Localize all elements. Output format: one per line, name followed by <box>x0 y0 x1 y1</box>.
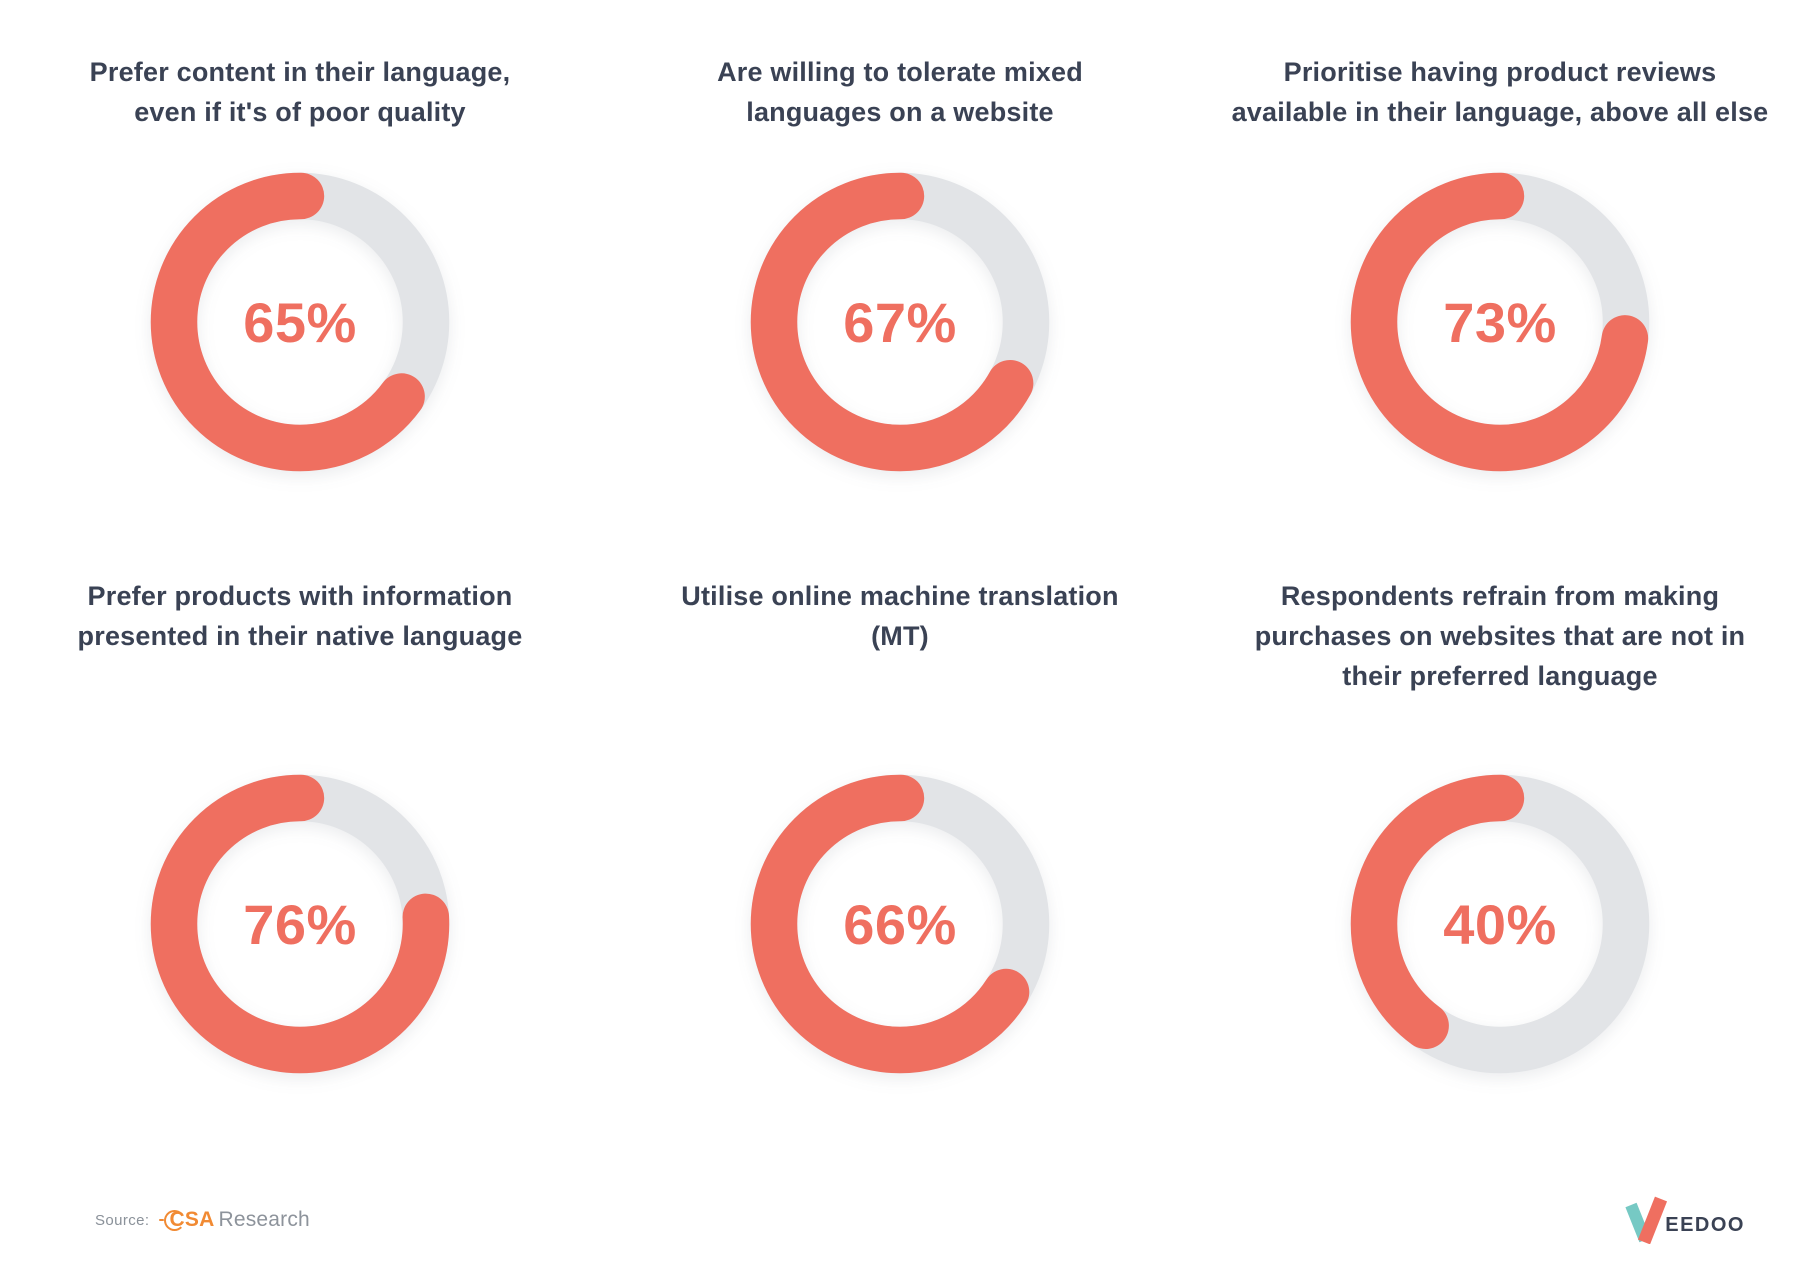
stat-card-2: Are willing to tolerate mixed languages … <box>600 52 1200 472</box>
veedoo-logo: EEDOO <box>1620 1196 1745 1244</box>
donut-rings <box>150 774 450 1074</box>
donut-percentage: 76% <box>243 892 357 956</box>
stat-title: Utilise online machine translation (MT) <box>681 581 1119 651</box>
stat-title: Are willing to tolerate mixed languages … <box>717 57 1083 127</box>
donut-rings <box>150 172 450 472</box>
donut-progress-arc <box>1350 774 1650 1074</box>
donut-rings <box>750 774 1050 1074</box>
donut-rings <box>750 172 1050 472</box>
csa-arc-icon <box>158 1209 185 1231</box>
donut-chart: 76% <box>150 774 450 1074</box>
donut-percentage: 65% <box>243 290 357 354</box>
stat-card-5: Utilise online machine translation (MT) … <box>600 576 1200 1074</box>
donut-progress-arc <box>1350 172 1650 472</box>
stat-card-4: Prefer products with information present… <box>0 576 600 1074</box>
research-logo-text: Research <box>218 1208 310 1231</box>
source-label: Source: <box>95 1211 150 1229</box>
source-attribution: Source: CSA Research <box>95 1208 310 1232</box>
stat-title: Prefer content in their language, even i… <box>89 57 511 127</box>
donut-progress-arc <box>750 172 1050 472</box>
stat-card-1: Prefer content in their language, even i… <box>0 52 600 472</box>
donut-rings <box>1350 774 1650 1074</box>
veedoo-wordmark: EEDOO <box>1665 1213 1745 1236</box>
donut-progress-arc <box>750 774 1050 1074</box>
veedoo-v-icon <box>1625 1196 1668 1244</box>
donut-percentage: 66% <box>843 892 957 956</box>
donut-chart: 73% <box>1350 172 1650 472</box>
donut-chart: 65% <box>150 172 450 472</box>
csa-research-logo: CSA Research <box>158 1208 310 1232</box>
stat-card-6: Respondents refrain from making purchase… <box>1200 576 1800 1074</box>
donut-chart: 40% <box>1350 774 1650 1074</box>
donut-percentage: 73% <box>1443 290 1557 354</box>
donut-chart: 66% <box>750 774 1050 1074</box>
donut-percentage: 40% <box>1443 892 1557 956</box>
donut-progress-arc <box>150 172 450 472</box>
donut-percentage: 67% <box>843 290 957 354</box>
donut-progress-arc <box>150 774 450 1074</box>
stat-title: Prefer products with information present… <box>77 581 523 651</box>
donut-chart: 67% <box>750 172 1050 472</box>
donut-rings <box>1350 172 1650 472</box>
stat-title: Prioritise having product reviews availa… <box>1231 57 1769 127</box>
stat-title: Respondents refrain from making purchase… <box>1254 581 1746 691</box>
stat-card-3: Prioritise having product reviews availa… <box>1200 52 1800 472</box>
